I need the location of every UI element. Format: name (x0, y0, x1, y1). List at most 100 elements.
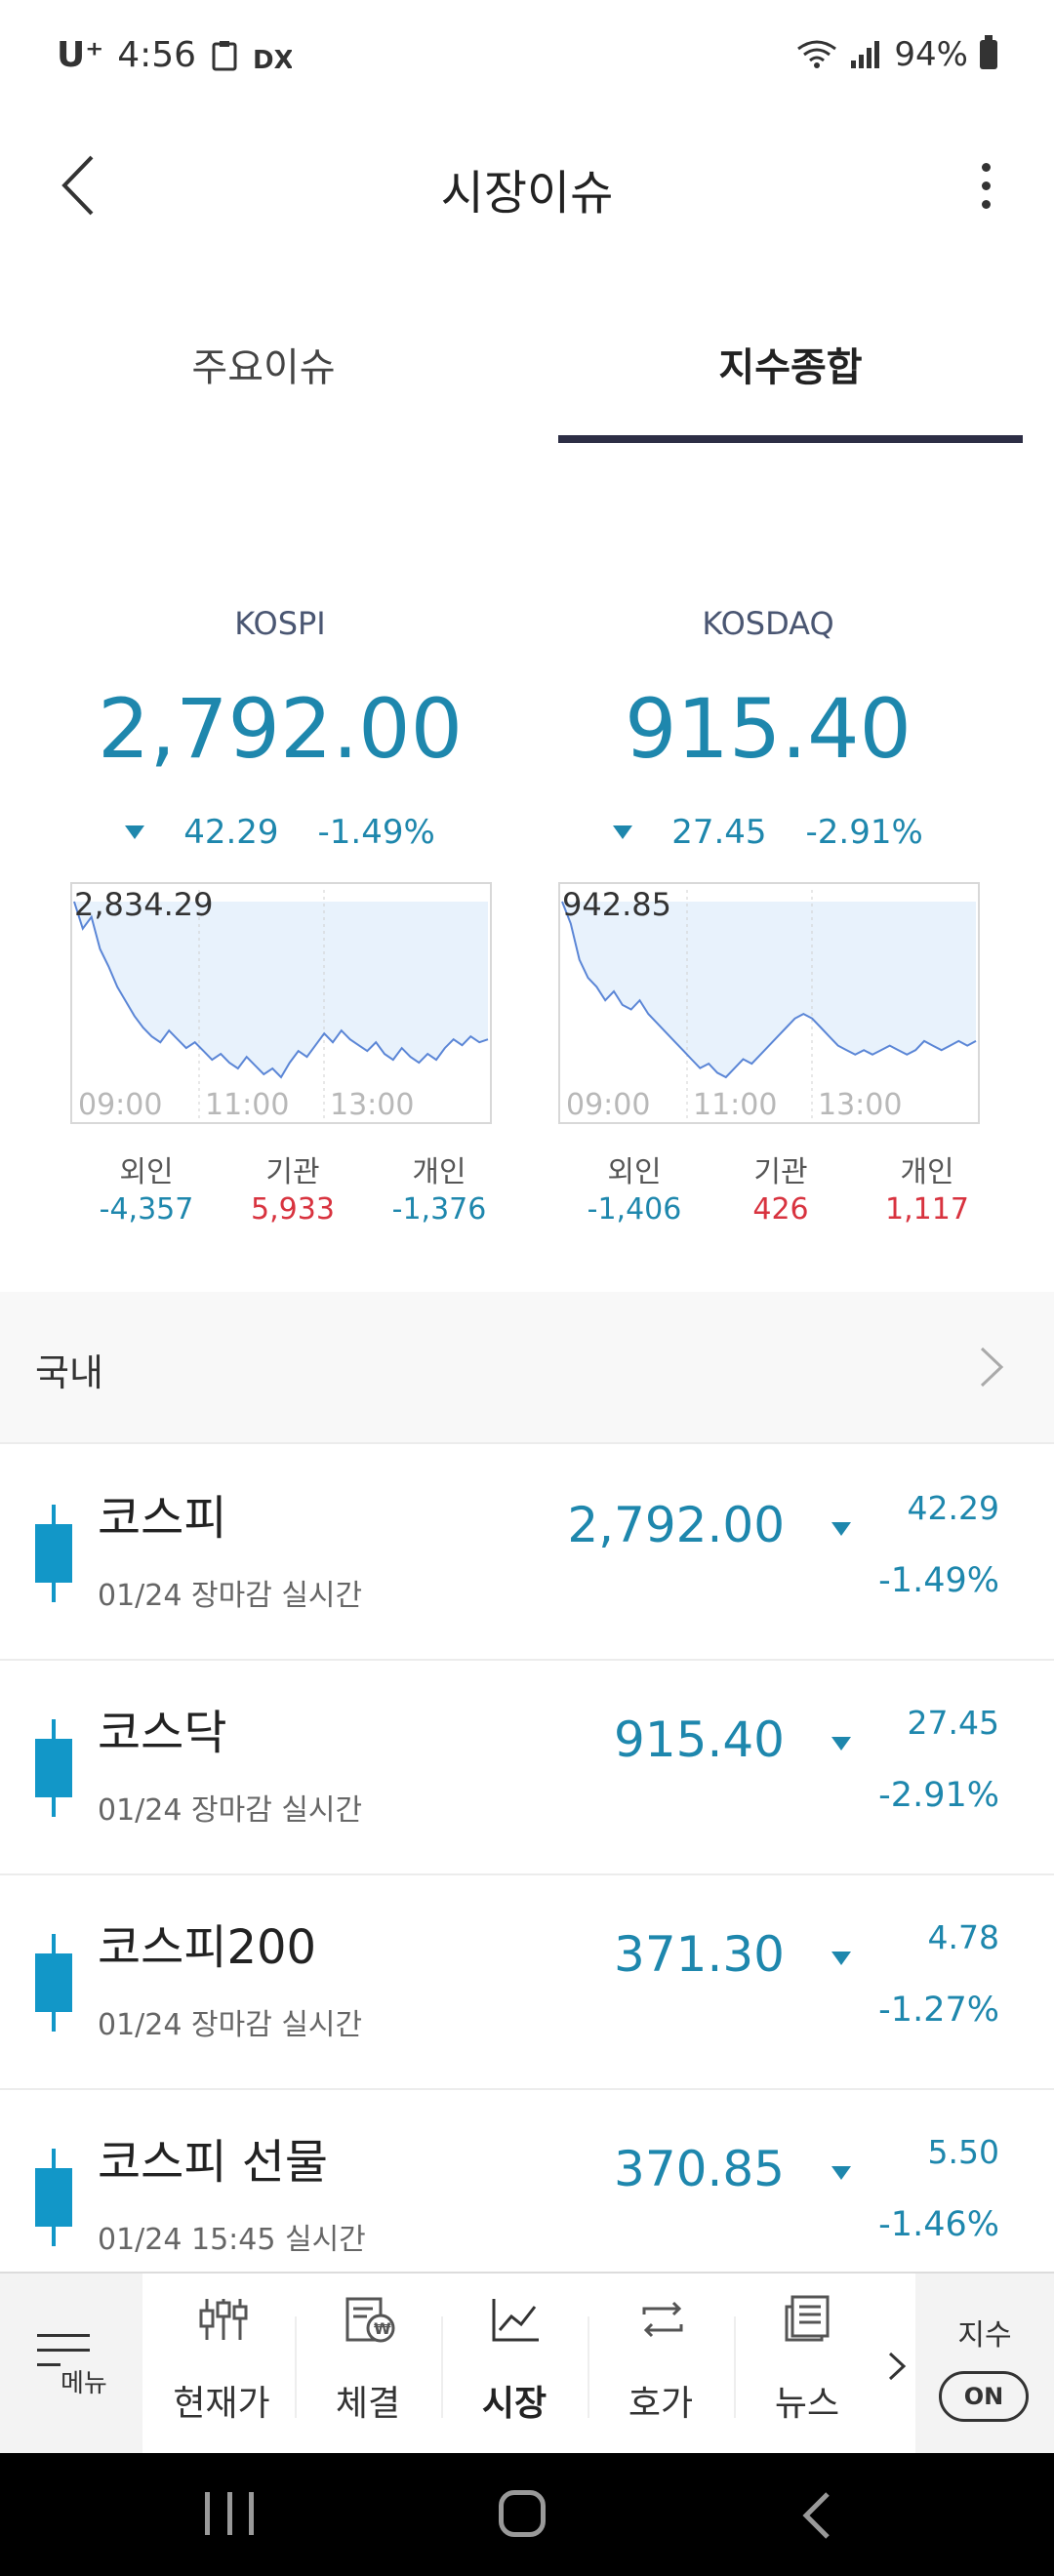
index-change: 27.45 (907, 1704, 999, 1742)
chart-svg (73, 890, 489, 1118)
investor-value: -1,406 (587, 1192, 682, 1227)
kospi-investors: 외인 -4,357 기관 5,933 개인 -1,376 (78, 1147, 507, 1235)
nav-scroll-right-icon[interactable] (878, 2342, 917, 2391)
investor-institution: 기관 426 (712, 1147, 849, 1235)
system-nav-bar (0, 2453, 1054, 2576)
menu-label: 메뉴 (61, 2369, 107, 2398)
chart-time-label: 13:00 (818, 1088, 903, 1122)
index-change-percent: -2.91% (878, 1776, 999, 1815)
chart-high-label: 2,834.29 (74, 886, 214, 923)
chart-time-label: 11:00 (205, 1088, 290, 1122)
candle-icon (35, 2149, 72, 2246)
index-change: 5.50 (927, 2133, 999, 2171)
investor-foreign: 외인 -1,406 (566, 1147, 703, 1235)
nav-label: 뉴스 (774, 2384, 840, 2424)
index-name: 코스피 선물 (98, 2135, 329, 2190)
bottom-nav: 메뉴 현재가 ₩ 체결 시장 호가 뉴스 지수 ON (0, 2272, 1054, 2453)
tab-major-issues[interactable]: 주요이슈 (191, 345, 336, 390)
nav-order-book[interactable]: 호가 (588, 2274, 734, 2453)
system-back-button[interactable] (792, 2488, 841, 2543)
more-options-button[interactable] (947, 146, 1025, 224)
tab-index-summary[interactable]: 지수종합 (718, 345, 863, 390)
index-name: 코스피 (98, 1491, 227, 1546)
chart-time-label: 13:00 (330, 1088, 415, 1122)
svg-text:DX: DX (253, 46, 292, 72)
dx-badge-icon: DX (253, 46, 292, 72)
index-change-percent: -2.91% (805, 813, 923, 852)
index-name: 코스닥 (98, 1706, 227, 1760)
investor-label: 개인 (900, 1155, 954, 1189)
index-status: 01/24 장마감 실시간 (98, 1793, 363, 1828)
home-button[interactable] (499, 2490, 546, 2537)
investor-label: 기관 (753, 1155, 808, 1189)
line-chart-icon (492, 2299, 539, 2342)
signal-icon (851, 41, 880, 68)
chart-svg (561, 890, 977, 1118)
index-ticker-toggle[interactable]: 지수 ON (915, 2274, 1054, 2453)
nav-market[interactable]: 시장 (441, 2274, 588, 2453)
clock: 4:56 (117, 35, 197, 75)
index-change-amount: 27.45 (671, 813, 767, 852)
list-item-kospi200[interactable]: 코스피200 01/24 장마감 실시간 371.30 4.78 -1.27% (0, 1875, 1054, 2090)
index-change-percent: -1.49% (878, 1561, 999, 1600)
nav-label: 현재가 (173, 2384, 270, 2424)
kospi-summary[interactable]: KOSPI 2,792.00 42.29 -1.49% (70, 605, 490, 857)
status-right: 94% (796, 35, 997, 74)
hamburger-icon (37, 2334, 90, 2378)
tab-bar: 주요이슈 지수종합 (0, 312, 1054, 449)
index-price: 2,792.00 (567, 1497, 785, 1553)
index-change-percent: -1.49% (317, 813, 435, 852)
newspaper-icon (785, 2295, 830, 2342)
battery-percent: 94% (894, 35, 968, 74)
list-item-kospi-futures[interactable]: 코스피 선물 01/24 15:45 실시간 370.85 5.50 -1.46… (0, 2090, 1054, 2305)
nav-current-price[interactable]: 현재가 (148, 2274, 295, 2453)
recent-apps-button[interactable] (205, 2492, 254, 2541)
index-price: 371.30 (614, 1926, 785, 1983)
down-triangle-icon (831, 2166, 851, 2180)
svg-text:₩: ₩ (374, 2319, 391, 2338)
down-triangle-icon (831, 1737, 851, 1751)
index-value: 915.40 (625, 681, 912, 777)
nav-trades[interactable]: ₩ 체결 (295, 2274, 441, 2453)
domestic-index-list: 코스피 01/24 장마감 실시간 2,792.00 42.29 -1.49% … (0, 1446, 1054, 2305)
index-name: 코스피200 (98, 1920, 317, 1975)
index-status: 01/24 장마감 실시간 (98, 1579, 363, 1613)
list-item-kospi[interactable]: 코스피 01/24 장마감 실시간 2,792.00 42.29 -1.49% (0, 1446, 1054, 1661)
kospi-intraday-chart[interactable]: 2,834.29 09:00 11:00 13:00 (70, 882, 492, 1124)
index-change-amount: 42.29 (183, 813, 279, 852)
chart-area (74, 902, 488, 1077)
app-header: 시장이슈 (0, 117, 1054, 254)
chart-time-label: 09:00 (566, 1088, 651, 1122)
investor-value: -4,357 (99, 1192, 194, 1227)
down-triangle-icon (125, 825, 145, 839)
back-button[interactable] (39, 146, 117, 224)
kosdaq-summary[interactable]: KOSDAQ 915.40 27.45 -2.91% (558, 605, 978, 857)
index-change: 42.29 (907, 1489, 999, 1527)
nav-label: 체결 (335, 2384, 401, 2424)
list-item-kosdaq[interactable]: 코스닥 01/24 장마감 실시간 915.40 27.45 -2.91% (0, 1661, 1054, 1875)
down-triangle-icon (613, 825, 633, 839)
investor-individual: 개인 -1,376 (371, 1147, 507, 1235)
investor-foreign: 외인 -4,357 (78, 1147, 215, 1235)
investor-value: -1,376 (391, 1192, 487, 1227)
index-status: 01/24 15:45 실시간 (98, 2223, 366, 2257)
menu-button[interactable]: 메뉴 (0, 2274, 142, 2453)
index-toggle-label: 지수 (957, 2318, 1012, 2353)
kosdaq-investors: 외인 -1,406 기관 426 개인 1,117 (566, 1147, 995, 1235)
clipboard-icon (212, 40, 237, 70)
chart-series-line (73, 901, 489, 1079)
investor-institution: 기관 5,933 (224, 1147, 361, 1235)
kosdaq-intraday-chart[interactable]: 942.85 09:00 11:00 13:00 (558, 882, 980, 1124)
on-toggle-switch[interactable]: ON (939, 2371, 1029, 2422)
chart-high-label: 942.85 (562, 886, 671, 923)
status-left: U⁺ 4:56 DX (57, 35, 292, 75)
chevron-right-icon (980, 1347, 1004, 1388)
nav-label: 호가 (628, 2384, 694, 2424)
chart-series-line (561, 901, 977, 1079)
nav-news[interactable]: 뉴스 (734, 2274, 880, 2453)
index-status: 01/24 장마감 실시간 (98, 2008, 363, 2042)
domestic-section-header[interactable]: 국내 (0, 1292, 1054, 1444)
index-name: KOSPI (234, 605, 326, 642)
more-dots-icon (981, 162, 991, 172)
candle-icon (35, 1934, 72, 2032)
